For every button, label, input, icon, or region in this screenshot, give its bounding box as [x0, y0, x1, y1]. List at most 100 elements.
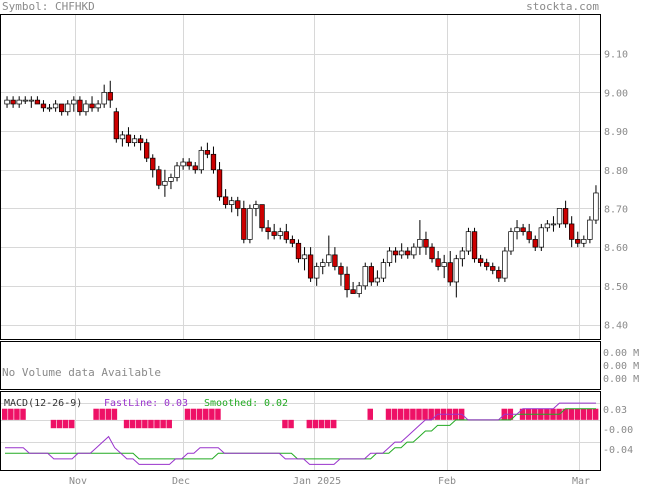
macd-histogram-bar [20, 408, 26, 420]
price-tick-label: 8.80 [604, 166, 628, 177]
candle-body [447, 262, 453, 283]
candle-body [241, 208, 247, 240]
candle-body [326, 254, 332, 263]
candle-body [350, 289, 356, 294]
candle-body [65, 103, 71, 113]
candle-body [113, 111, 119, 140]
candle-body [332, 254, 338, 267]
candle-body [435, 258, 441, 267]
candle-body [295, 242, 302, 260]
candle-body [453, 258, 459, 283]
candle-body [496, 270, 502, 279]
candle-body [526, 231, 532, 240]
candle-body [508, 231, 514, 252]
candle-body [16, 99, 22, 105]
macd-tick: -0.00 [603, 425, 633, 436]
candle-body [52, 103, 59, 109]
x-label-mar: Mar [572, 476, 590, 486]
price-candles [4, 80, 599, 298]
macd-tick: 0.03 [603, 405, 627, 416]
macd-histogram-bar [196, 408, 203, 420]
candle-body [253, 204, 259, 209]
macd-label: MACD(12-26-9) [4, 398, 82, 409]
macd-histogram-bar [422, 408, 428, 420]
candle-body [423, 239, 429, 248]
candle-body [156, 169, 162, 186]
macd-histogram-bar [215, 408, 221, 420]
price-panel-frame [0, 14, 601, 340]
macd-histogram-bar [129, 419, 136, 429]
macd-histogram-bar [416, 408, 422, 420]
macd-histogram-bar [160, 419, 166, 429]
price-tick-label: 8.40 [604, 321, 628, 332]
candle-body [10, 99, 16, 105]
candle-body [131, 138, 138, 144]
macd-histogram-bar [282, 419, 288, 429]
macd-histogram-bar [385, 408, 392, 420]
macd-histogram-bar [154, 419, 160, 429]
site-link[interactable]: stockta.com [526, 0, 599, 13]
macd-histogram-bar [93, 408, 99, 420]
candle-body [222, 196, 229, 205]
candle-body [277, 231, 283, 236]
macd-histogram-bar [203, 408, 209, 420]
candle-body [532, 239, 538, 248]
candle-body [362, 266, 368, 287]
candle-body [374, 277, 381, 283]
macd-tick: -0.04 [603, 445, 633, 456]
volume-tick: 0.00 M [603, 374, 639, 385]
price-tick-label: 8.60 [604, 243, 628, 254]
macd-histogram-bar [580, 408, 587, 420]
macd-smoothed-label: Smoothed: [204, 398, 258, 409]
candle-body [538, 227, 544, 248]
candle-body [247, 208, 253, 240]
macd-histogram-bar [50, 419, 57, 429]
candle-body [544, 223, 551, 229]
macd-histogram-bar [592, 408, 599, 420]
candle-body [581, 239, 587, 244]
price-tick-label: 8.90 [604, 127, 628, 138]
macd-histogram-bar [410, 408, 416, 420]
macd-histogram-bar [62, 419, 69, 429]
candle-body [587, 219, 593, 240]
candle-body [301, 254, 308, 260]
candle-body [441, 262, 447, 267]
candle-body [411, 246, 417, 256]
macd-histogram-bar [324, 419, 331, 429]
candle-body [569, 223, 575, 240]
candle-body [95, 103, 101, 109]
candle-body [192, 165, 198, 171]
macd-panel: MACD(12-26-9) FastLine: 0.03 Smoothed: 0… [1, 392, 633, 470]
macd-histogram-bar [123, 419, 130, 429]
candle-body [344, 273, 350, 291]
macd-histogram-bar [166, 419, 172, 429]
candle-body [34, 99, 41, 105]
macd-histogram [2, 408, 599, 429]
candle-body [46, 107, 53, 110]
candle-body [174, 165, 180, 178]
macd-fast-value: 0.03 [164, 398, 188, 409]
price-tick-label: 9.00 [604, 88, 628, 99]
candle-body [368, 266, 374, 283]
volume-tick: 0.00 M [603, 348, 639, 359]
candle-body [22, 99, 28, 102]
no-volume-message: No Volume data Available [2, 366, 161, 379]
candle-body [125, 134, 132, 144]
price-grid [1, 15, 600, 340]
price-tick-label: 9.10 [604, 50, 628, 61]
macd-histogram-bar [288, 419, 294, 429]
x-label-jan: Jan 2025 [293, 476, 341, 486]
macd-histogram-bar [190, 408, 197, 420]
candle-body [150, 157, 156, 171]
macd-histogram-bar [56, 419, 63, 429]
candle-body [265, 227, 271, 233]
macd-histogram-bar [318, 419, 325, 429]
macd-histogram-bar [142, 419, 148, 429]
macd-histogram-bar [8, 408, 14, 420]
macd-histogram-bar [312, 419, 319, 429]
candle-body [137, 138, 144, 144]
candle-body [314, 266, 320, 279]
macd-histogram-bar [568, 408, 575, 420]
volume-tick: 0.00 M [603, 361, 639, 372]
